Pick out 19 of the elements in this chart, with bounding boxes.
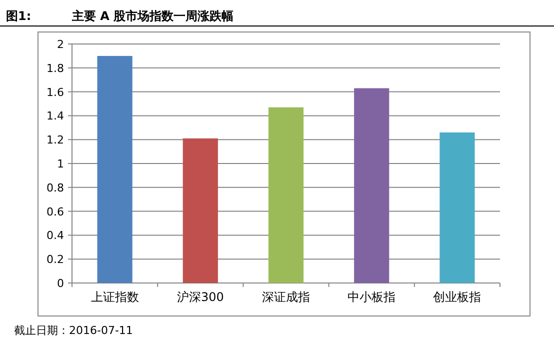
y-tick-label: 1	[57, 158, 64, 170]
x-tick-label: 创业板指	[433, 290, 482, 304]
title: 主要 A 股市场指数一周涨跌幅	[72, 9, 234, 23]
x-tick-label: 沪深300	[176, 290, 224, 304]
y-tick-label: 2	[57, 38, 64, 51]
annotation: 图1:	[6, 9, 32, 23]
y-tick-label: 1.6	[46, 86, 64, 99]
x-tick-label: 上证指数	[90, 290, 139, 304]
y-tick-label: 1.8	[46, 62, 64, 75]
y-tick-label: 0.4	[46, 229, 64, 242]
x-tick-label: 深证成指	[262, 290, 310, 304]
y-tick-label: 1.4	[46, 110, 64, 123]
y-tick-label: 0.6	[46, 205, 64, 218]
y-tick-label: 0.8	[46, 181, 64, 194]
x-tick-label: 中小板指	[348, 290, 396, 304]
y-tick-label: 0	[57, 277, 64, 290]
annotation: 截止日期：2016-07-11	[14, 324, 133, 337]
y-tick-label: 0.2	[46, 253, 64, 266]
y-tick-label: 1.2	[46, 134, 64, 147]
